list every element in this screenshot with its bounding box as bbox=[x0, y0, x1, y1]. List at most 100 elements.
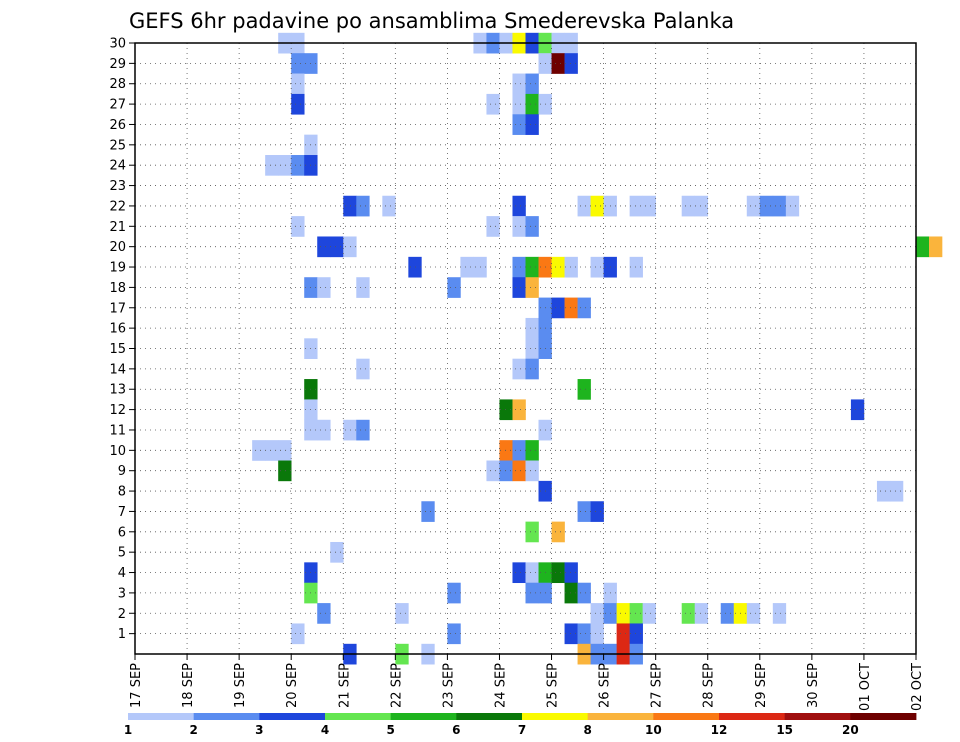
precip-cell bbox=[642, 195, 656, 217]
precip-cell bbox=[681, 603, 696, 624]
y-tick-label: 14 bbox=[109, 362, 126, 377]
y-tick-label: 1 bbox=[118, 627, 126, 642]
precip-cell bbox=[551, 53, 565, 74]
precip-cell bbox=[876, 480, 891, 502]
precip-cell bbox=[278, 155, 292, 176]
precip-cell bbox=[629, 256, 643, 278]
precip-cell bbox=[577, 582, 591, 604]
precip-cell bbox=[460, 256, 474, 278]
precip-cell bbox=[512, 93, 526, 115]
colorbar-segment bbox=[325, 713, 392, 720]
precip-cell bbox=[525, 317, 539, 339]
x-tick-label: 21 SEP bbox=[337, 663, 352, 708]
colorbar-segment bbox=[587, 713, 654, 720]
precip-cell bbox=[525, 562, 539, 584]
colorbar-segment bbox=[390, 713, 457, 720]
precip-cell bbox=[590, 256, 604, 278]
colorbar-segment bbox=[456, 713, 523, 720]
x-tick-label: 01 OCT bbox=[858, 663, 873, 711]
precip-cell bbox=[291, 623, 305, 645]
precip-cell bbox=[291, 73, 305, 95]
y-tick-label: 19 bbox=[109, 261, 126, 276]
precip-cell bbox=[590, 603, 604, 624]
precip-cell bbox=[889, 480, 904, 502]
x-tick-label: 19 SEP bbox=[233, 663, 248, 708]
precip-cell bbox=[577, 501, 591, 522]
precip-cell bbox=[616, 623, 630, 645]
precip-cell bbox=[564, 582, 578, 604]
precip-cell bbox=[356, 419, 370, 441]
colorbar-label: 7 bbox=[518, 723, 526, 737]
precip-cell bbox=[525, 440, 539, 461]
colorbar-segment bbox=[522, 713, 589, 720]
colorbar-label: 10 bbox=[645, 723, 662, 737]
precip-cell bbox=[317, 277, 331, 298]
y-tick-label: 15 bbox=[109, 342, 126, 357]
y-tick-label: 23 bbox=[109, 179, 126, 194]
precip-cell bbox=[525, 338, 539, 359]
precip-cell bbox=[577, 297, 591, 319]
precip-cell bbox=[356, 195, 370, 217]
precip-cell bbox=[785, 195, 800, 217]
precip-cell bbox=[629, 195, 643, 217]
precip-cell bbox=[512, 358, 526, 380]
x-tick-label: 02 OCT bbox=[910, 663, 925, 711]
y-tick-label: 4 bbox=[118, 566, 126, 581]
precip-cell bbox=[499, 460, 513, 482]
precip-cell bbox=[512, 277, 526, 298]
colorbar-segment bbox=[719, 713, 786, 720]
y-axis: 1234567891011121314151617181920212223242… bbox=[109, 37, 135, 642]
precip-cell bbox=[746, 195, 761, 217]
precip-cell bbox=[486, 460, 500, 482]
precip-cell bbox=[525, 114, 539, 135]
precip-cell bbox=[590, 623, 604, 645]
precip-cell bbox=[421, 501, 435, 522]
y-tick-label: 9 bbox=[118, 464, 126, 479]
x-tick-label: 20 SEP bbox=[285, 663, 300, 708]
precip-cell bbox=[330, 236, 344, 258]
colorbar-label: 12 bbox=[711, 723, 728, 737]
precip-cell bbox=[291, 93, 305, 115]
x-tick-label: 26 SEP bbox=[598, 663, 613, 708]
y-tick-label: 27 bbox=[109, 98, 126, 113]
precip-cell bbox=[512, 114, 526, 135]
x-tick-label: 22 SEP bbox=[389, 663, 404, 708]
colorbar-label: 6 bbox=[452, 723, 460, 737]
precip-cell bbox=[525, 521, 539, 543]
y-tick-label: 3 bbox=[118, 586, 126, 601]
colorbar-label: 2 bbox=[189, 723, 197, 737]
precip-cell bbox=[317, 603, 331, 624]
precip-cell bbox=[577, 379, 591, 400]
colorbar-label: 8 bbox=[583, 723, 591, 737]
x-axis: 17 SEP 18 SEP 19 SEP 20 SEP 21 SEP 22 SEP 23 S… bbox=[129, 654, 925, 711]
precip-cell bbox=[291, 216, 305, 237]
precip-cell bbox=[551, 521, 565, 543]
colorbar-label: 1 bbox=[124, 723, 132, 737]
y-tick-label: 13 bbox=[109, 383, 126, 398]
x-tick-label: 29 SEP bbox=[754, 663, 769, 708]
chart-title: GEFS 6hr padavine po ansamblima Smederev… bbox=[129, 9, 734, 33]
precip-cell bbox=[720, 603, 735, 624]
precip-cell bbox=[343, 195, 357, 217]
colorbar-legend: 1 2 3 4 5 6 7 8 10 12 15 20 bbox=[124, 713, 917, 737]
precip-cell bbox=[499, 440, 513, 461]
precip-cell bbox=[694, 195, 709, 217]
y-tick-label: 16 bbox=[109, 322, 126, 337]
colorbar-label: 20 bbox=[842, 723, 859, 737]
precip-cell bbox=[291, 53, 305, 74]
precip-cell bbox=[317, 236, 331, 258]
y-tick-label: 30 bbox=[109, 37, 126, 52]
precip-cell bbox=[577, 195, 591, 217]
precip-cell bbox=[616, 603, 630, 624]
precip-cell bbox=[512, 562, 526, 584]
precip-cell bbox=[564, 53, 578, 74]
precip-cell bbox=[512, 460, 526, 482]
precip-cell bbox=[291, 155, 305, 176]
precip-cell bbox=[486, 93, 500, 115]
y-tick-label: 5 bbox=[118, 546, 126, 561]
x-tick-label: 27 SEP bbox=[650, 663, 665, 708]
precip-cell bbox=[343, 236, 357, 258]
precip-cell bbox=[577, 623, 591, 645]
precip-cell bbox=[525, 216, 539, 237]
precip-cell bbox=[525, 93, 539, 115]
